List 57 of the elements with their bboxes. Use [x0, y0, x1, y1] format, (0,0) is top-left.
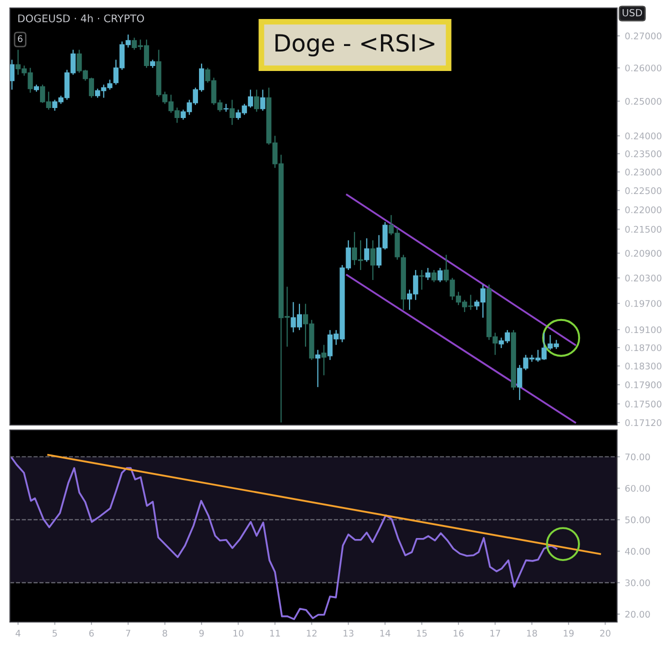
- candlestick: [10, 59, 15, 90]
- candlestick: [230, 99, 235, 126]
- x-tick-label: 18: [527, 630, 537, 637]
- y-tick-label: 0.20900: [625, 250, 662, 257]
- y-tick-label: 0.25000: [625, 98, 662, 105]
- candlestick: [321, 344, 326, 376]
- y-tick-label: 0.20300: [625, 274, 662, 282]
- candlestick: [364, 238, 370, 262]
- y-tick-label: 0.22000: [625, 206, 662, 214]
- y-tick-label: 0.22500: [625, 187, 662, 194]
- x-tick-label: 16: [454, 630, 464, 637]
- text: Doge - <RSI>: [276, 34, 434, 56]
- x-tick-label: 4: [16, 630, 20, 636]
- x-tick-label: 5: [52, 630, 57, 637]
- y-tick-label: 0.21500: [625, 226, 662, 233]
- x-tick-label: 6: [89, 630, 94, 637]
- y-tick-label: 0.24000: [625, 132, 662, 140]
- candlestick: [315, 349, 320, 388]
- x-tick-label: 14: [380, 630, 390, 636]
- x-tick-label: 9: [199, 630, 204, 637]
- chart-subtitle: DOGEUSD · 4h · CRYPTO: [18, 14, 144, 22]
- candlestick: [438, 267, 443, 283]
- y-axis-title: USD: [622, 9, 642, 16]
- x-tick-label: 13: [344, 630, 354, 637]
- x-tick-label: 19: [564, 630, 574, 637]
- x-tick-label: 10: [234, 630, 244, 637]
- candlestick: [370, 240, 376, 281]
- y-tick-label: 70.00: [625, 453, 650, 460]
- x-tick-label: 15: [417, 630, 427, 637]
- candlestick: [254, 89, 260, 112]
- y-tick-label: 0.17900: [625, 381, 662, 388]
- y-tick-label: 0.23000: [625, 168, 662, 176]
- candlestick: [419, 269, 424, 290]
- y-tick-label: 0.27000: [625, 32, 662, 40]
- annotation: 6: [18, 35, 22, 42]
- x-tick-label: 17: [490, 630, 500, 636]
- x-tick-label: 20: [600, 630, 610, 637]
- y-tick-label: 30.00: [625, 579, 650, 586]
- x-tick-label: 8: [162, 630, 168, 637]
- x-tick-label: 7: [126, 630, 130, 636]
- y-tick-label: 0.18300: [625, 362, 662, 370]
- candlestick: [431, 269, 437, 283]
- y-tick-label: 20.00: [625, 610, 650, 618]
- y-tick-label: 40.00: [625, 548, 650, 555]
- y-tick-label: 0.26000: [625, 64, 662, 72]
- y-tick-label: 0.17500: [625, 400, 662, 408]
- y-tick-label: 0.17120: [625, 419, 662, 426]
- y-tick-label: 0.23500: [625, 150, 662, 158]
- y-tick-label: 0.18700: [625, 344, 662, 352]
- x-tick-label: 12: [306, 630, 317, 636]
- x-tick-label: 11: [270, 630, 280, 636]
- candlestick: [260, 89, 266, 112]
- candlestick: [425, 267, 430, 281]
- y-tick-label: 0.19100: [625, 326, 662, 334]
- y-tick-label: 0.19700: [625, 300, 662, 307]
- y-tick-label: 50.00: [625, 516, 650, 524]
- y-tick-label: 60.00: [625, 484, 650, 492]
